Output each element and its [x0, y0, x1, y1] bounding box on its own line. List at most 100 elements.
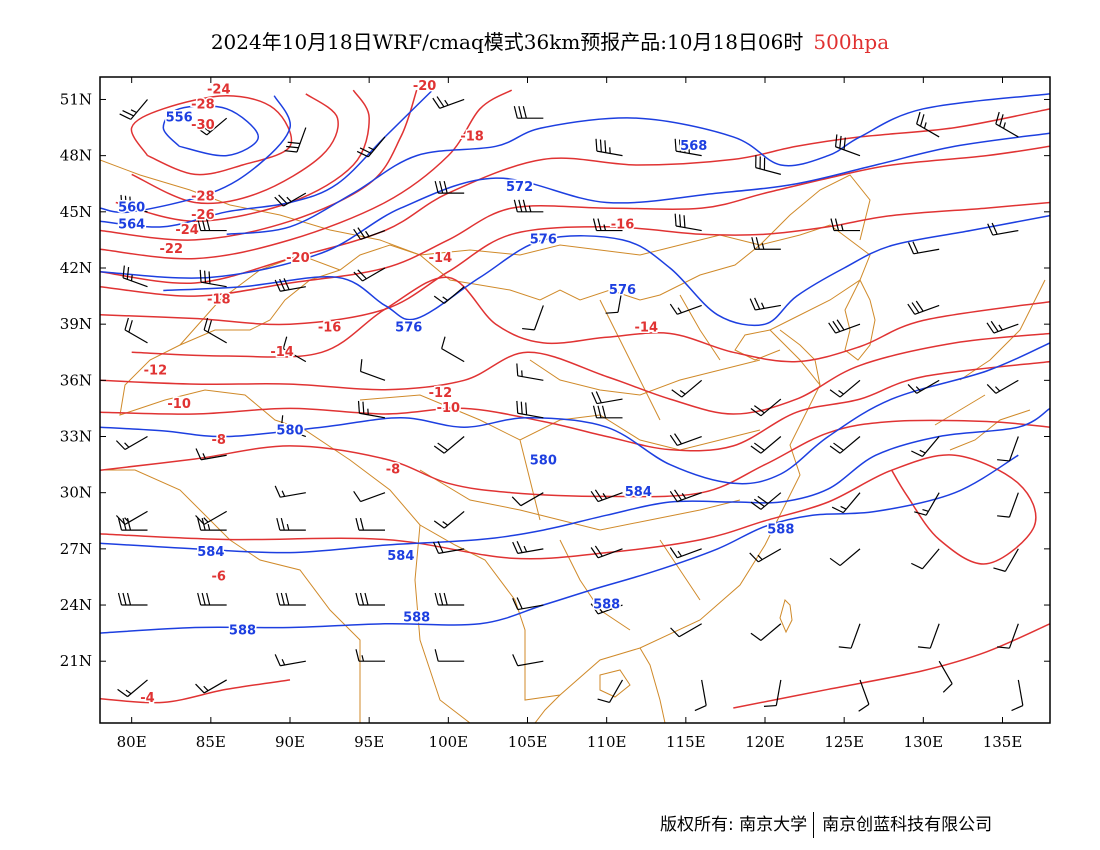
wind-barb [355, 517, 385, 531]
height-contour-588 [100, 454, 1019, 634]
india-border [100, 469, 471, 723]
level-label: 500hpa [813, 30, 890, 54]
map-title: 2024年10月18日WRF/cmaq模式36km预报产品:10月18日06时 5… [0, 26, 1100, 55]
wind-barb [669, 433, 702, 446]
wind-barb [434, 180, 465, 194]
contour-label: -16 [318, 320, 342, 335]
wind-barb [911, 548, 940, 570]
wind-barb [124, 317, 148, 344]
wind-barbs [115, 96, 1024, 712]
contour-label: -8 [386, 463, 400, 478]
wind-barb [274, 192, 307, 207]
height-contour-568 [226, 93, 1050, 236]
wind-barb [995, 111, 1019, 138]
wind-barb [516, 363, 544, 381]
hainan-coast [599, 669, 631, 698]
wind-barb [669, 489, 702, 503]
wind-barb [987, 222, 1019, 236]
temperature-contour-minus18 [100, 145, 1050, 297]
lat-tick-label: 48N [60, 147, 92, 165]
contour-label: -10 [167, 397, 191, 412]
contour-label: -24 [175, 223, 199, 238]
wind-barb [993, 548, 1019, 572]
contour-label: 584 [197, 545, 224, 560]
temperature-contour-minus10 [100, 360, 1050, 452]
wind-barb [674, 213, 702, 232]
wind-barb [122, 265, 148, 288]
height-contours [100, 89, 1050, 634]
contour-label: -4 [140, 691, 154, 706]
contour-label: 584 [625, 485, 652, 500]
wind-barb [674, 138, 702, 157]
temperature-contour-minus22 [100, 89, 513, 260]
lon-tick-label: 115E [666, 733, 706, 751]
wind-barb [590, 489, 623, 503]
lon-tick-label: 90E [275, 733, 305, 751]
wind-barb [433, 436, 465, 454]
wind-barb [592, 218, 623, 232]
wind-barb [355, 649, 385, 662]
contour-label: 576 [609, 283, 636, 298]
contour-label: -18 [207, 292, 231, 307]
lon-tick-label: 125E [824, 733, 864, 751]
temperature-contour-minus4 [733, 623, 1050, 709]
wind-barb [280, 415, 307, 438]
wind-barb [763, 679, 782, 708]
wind-barb [750, 492, 782, 510]
height-contour-572 [100, 132, 1050, 279]
contour-label: -14 [270, 345, 294, 360]
wind-barb [750, 623, 782, 641]
contour-label: -10 [437, 401, 461, 416]
wind-barb [829, 436, 861, 454]
temperature-contour-minus4 [100, 679, 291, 704]
contour-label: -22 [160, 242, 184, 257]
temperature-contour-minus6 [100, 454, 1037, 565]
wind-barb [274, 485, 306, 498]
contour-label: -26 [191, 208, 215, 223]
title-text: 2024年10月18日WRF/cmaq模式36km预报产品:10月18日06时 [210, 30, 804, 54]
wind-barb [115, 435, 148, 451]
wind-barb [117, 517, 148, 531]
wind-barb [433, 286, 465, 304]
wind-barb [511, 492, 544, 507]
contour-label: -24 [207, 83, 231, 98]
wind-barb [938, 660, 953, 693]
temperature-contours [100, 89, 1050, 709]
contour-label: -20 [286, 251, 310, 266]
wind-barb [595, 138, 623, 157]
wind-barb [353, 227, 386, 240]
wind-barb [203, 317, 227, 344]
wind-barb [597, 679, 624, 704]
wind-barb [831, 492, 861, 514]
wind-barb [274, 654, 306, 667]
contour-label: -8 [212, 433, 226, 448]
wind-barb [590, 603, 623, 615]
temperature-contour-minus14 [131, 276, 1050, 363]
contour-label: 560 [118, 201, 145, 216]
wind-barb [694, 679, 707, 712]
wind-barb [199, 269, 227, 288]
lon-tick-label: 100E [429, 733, 469, 751]
contour-label: -14 [429, 251, 453, 266]
taiwan-coast [779, 599, 793, 634]
wind-barb [117, 679, 148, 698]
lon-tick-label: 80E [117, 733, 147, 751]
wind-barb [828, 319, 861, 334]
wind-barb [357, 400, 386, 419]
wind-barb [590, 545, 623, 559]
wind-barb [997, 492, 1019, 518]
latitude-axis: 51N 48N 45N 42N 39N 36N 33N 30N 27N 24N 21N [60, 90, 1050, 670]
lon-tick-label: 85E [196, 733, 226, 751]
lat-tick-label: 51N [60, 90, 92, 108]
wind-barb [997, 623, 1019, 649]
wind-barb [274, 278, 306, 292]
lat-tick-label: 24N [60, 596, 92, 614]
wind-barb [914, 492, 940, 516]
height-contour-576 [163, 214, 1050, 327]
wind-barb [516, 400, 544, 419]
wind-barb [591, 391, 623, 405]
wind-barb [670, 623, 702, 638]
wind-barb [434, 592, 465, 606]
contour-label: -16 [611, 217, 635, 232]
